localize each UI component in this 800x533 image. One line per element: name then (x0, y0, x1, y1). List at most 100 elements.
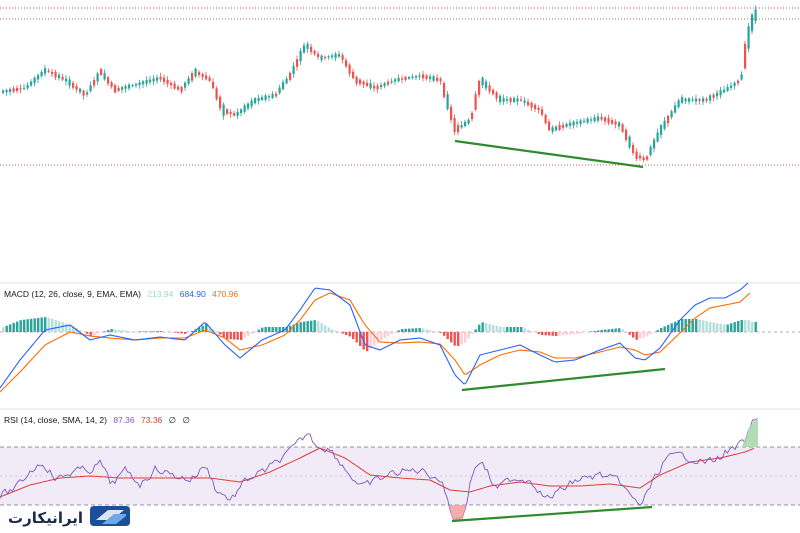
macd-histogram-bar (719, 323, 722, 332)
macd-histogram-bar (383, 332, 386, 339)
macd-histogram-bar (670, 323, 673, 332)
macd-histogram-bar (380, 332, 383, 340)
macd-histogram-bar (467, 332, 470, 339)
price-candle (145, 80, 148, 84)
price-candle (460, 125, 463, 128)
macd-histogram-bar (590, 331, 593, 332)
macd-histogram-bar (159, 331, 162, 332)
price-candle (418, 75, 421, 77)
macd-histogram-bar (530, 331, 533, 332)
macd-histogram-bar (450, 332, 453, 343)
macd-histogram-bar (527, 329, 530, 332)
price-candle (282, 82, 285, 90)
rsi-legend[interactable]: RSI (14, close, SMA, 14, 2) 87.36 73.36 … (4, 415, 194, 426)
price-candle (744, 43, 747, 69)
price-candle (205, 75, 208, 80)
macd-histogram-bar (96, 332, 99, 334)
macd-histogram-bar (233, 332, 236, 340)
price-candle (37, 74, 40, 80)
macd-histogram-bar (534, 332, 537, 333)
macd-histogram-bar (460, 332, 463, 345)
macd-label: MACD (12, 26, close, 9, EMA, EMA) (4, 289, 141, 299)
macd-histogram-bar (376, 332, 379, 343)
price-candle (569, 122, 572, 126)
macd-histogram-bar (586, 332, 589, 333)
price-candle (733, 82, 736, 86)
macd-histogram-bar (747, 320, 750, 332)
price-candle (474, 94, 477, 110)
price-candle (751, 14, 754, 32)
macd-histogram-bar (184, 332, 187, 334)
price-candle (425, 75, 428, 79)
macd-histogram-bar (79, 329, 82, 332)
macd-legend[interactable]: MACD (12, 26, close, 9, EMA, EMA) 213.94… (4, 289, 242, 299)
macd-histogram-bar (278, 327, 281, 332)
macd-histogram-bar (397, 330, 400, 332)
macd-histogram-bar (320, 323, 323, 332)
price-candle (422, 74, 425, 79)
macd-histogram-bar (117, 329, 120, 332)
price-candle (166, 79, 169, 84)
price-candle (565, 123, 568, 127)
macd-histogram-bar (359, 332, 362, 346)
price-candle (663, 120, 666, 129)
macd-histogram-bar (345, 332, 348, 335)
price-candle (544, 114, 547, 124)
price-candle (408, 77, 411, 79)
macd-histogram-bar (600, 329, 603, 332)
macd-histogram-bar (404, 328, 407, 332)
macd-histogram-bar (247, 332, 250, 336)
macd-histogram-bar (425, 329, 428, 332)
price-candle (513, 98, 516, 102)
macd-histogram-bar (667, 324, 670, 332)
price-candle (341, 55, 344, 60)
price-candle (212, 81, 215, 89)
macd-histogram-bar (292, 324, 295, 332)
macd-histogram-bar (537, 332, 540, 334)
rsi-ma-line (0, 447, 755, 498)
price-candle (229, 111, 232, 114)
price-candle (177, 86, 180, 90)
macd-histogram-bar (268, 327, 271, 332)
macd-histogram-bar (264, 327, 267, 332)
price-candle (317, 53, 320, 58)
macd-histogram-bar (47, 317, 50, 332)
price-candle (443, 83, 446, 97)
macd-histogram-bar (411, 328, 414, 332)
macd-histogram-bar (306, 321, 309, 332)
macd-histogram-bar (334, 330, 337, 332)
macd-histogram-value: 213.94 (147, 289, 174, 299)
price-candle (628, 136, 631, 148)
macd-line-value: 684.90 (179, 289, 206, 299)
macd-histogram-bar (121, 330, 124, 332)
price-candle (236, 111, 239, 116)
macd-histogram-bar (275, 327, 278, 332)
macd-histogram-bar (478, 324, 481, 332)
price-candle (537, 107, 540, 110)
price-candle (107, 77, 110, 84)
price-candle (33, 77, 36, 84)
macd-divergence-trendline (461, 367, 666, 392)
price-candle (44, 68, 47, 74)
price-candle (23, 87, 26, 89)
macd-histogram-bar (677, 320, 680, 332)
price-candle (695, 98, 698, 102)
macd-histogram-bar (705, 321, 708, 332)
price-candle (82, 90, 85, 96)
price-candle (436, 77, 439, 81)
price-candle (226, 109, 229, 114)
macd-signal-value: 470.96 (212, 289, 239, 299)
price-candle (429, 76, 432, 80)
macd-histogram-bar (604, 329, 607, 332)
macd-histogram-bar (341, 332, 344, 334)
price-candle (331, 55, 334, 58)
price-candle (572, 121, 575, 126)
price-candle (131, 84, 134, 87)
macd-histogram-bar (26, 319, 29, 332)
macd-histogram-bar (453, 332, 456, 346)
price-candle (79, 88, 82, 93)
price-candle (208, 77, 211, 81)
macd-histogram-bar (422, 328, 425, 332)
